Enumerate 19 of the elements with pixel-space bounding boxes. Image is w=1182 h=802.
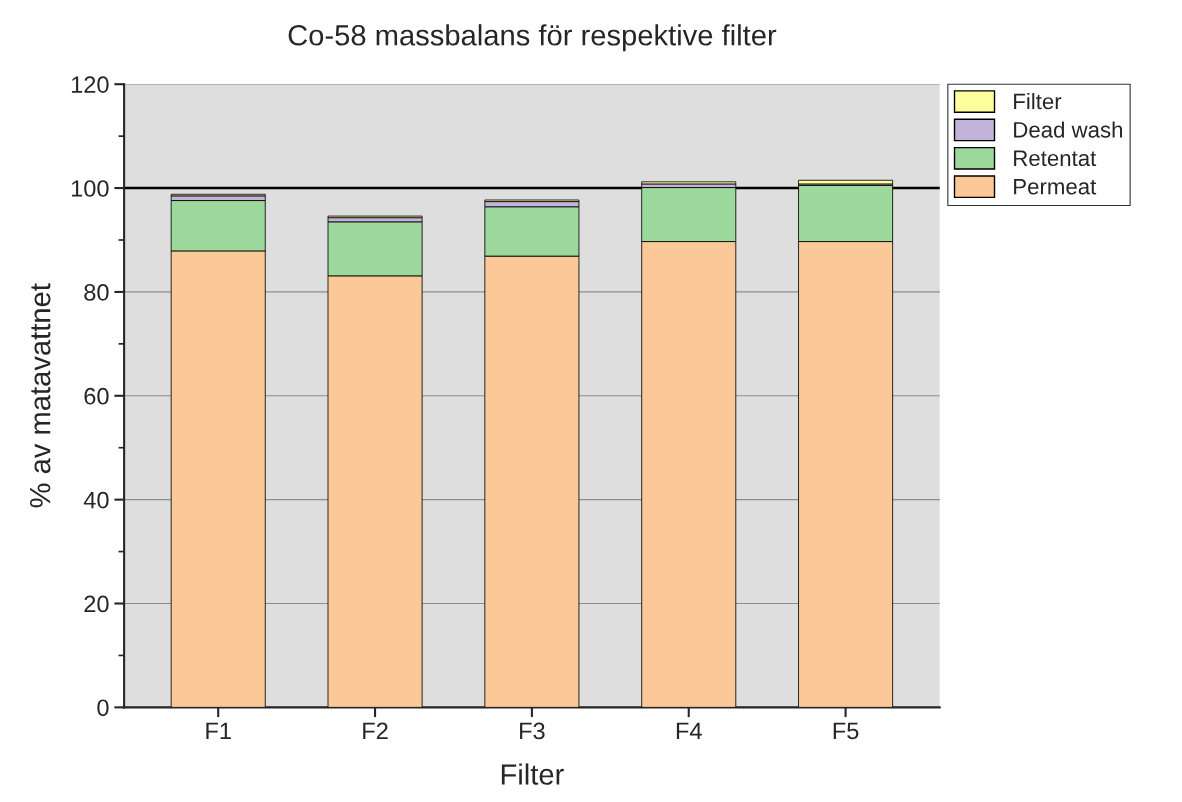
y-tick-label: 80 (84, 284, 109, 301)
x-tick-label: F4 (676, 722, 702, 740)
y-tick-label: 60 (84, 387, 109, 405)
x-tick-label: F1 (206, 722, 231, 740)
chart-title: Co-58 massbalans för respektive filter (288, 24, 777, 52)
y-tick-label: 120 (71, 76, 109, 93)
legend-label: Retentat (1014, 150, 1097, 167)
y-tick-label: 20 (84, 595, 109, 613)
y-tick-label: 0 (97, 699, 109, 717)
y-tick-label: 40 (83, 491, 109, 509)
y-axis-title: % av matavattnet (29, 283, 51, 508)
legend-label: Dead wash (1014, 121, 1123, 138)
x-axis-title: Filter (501, 763, 564, 785)
x-tick-label: F5 (833, 722, 859, 740)
x-tick-label: F2 (363, 722, 388, 740)
legend-label: Permeat (1014, 178, 1097, 195)
legend-label: Filter (1014, 92, 1062, 110)
x-tick-label: F3 (520, 722, 545, 740)
y-tick-label: 100 (71, 180, 109, 197)
